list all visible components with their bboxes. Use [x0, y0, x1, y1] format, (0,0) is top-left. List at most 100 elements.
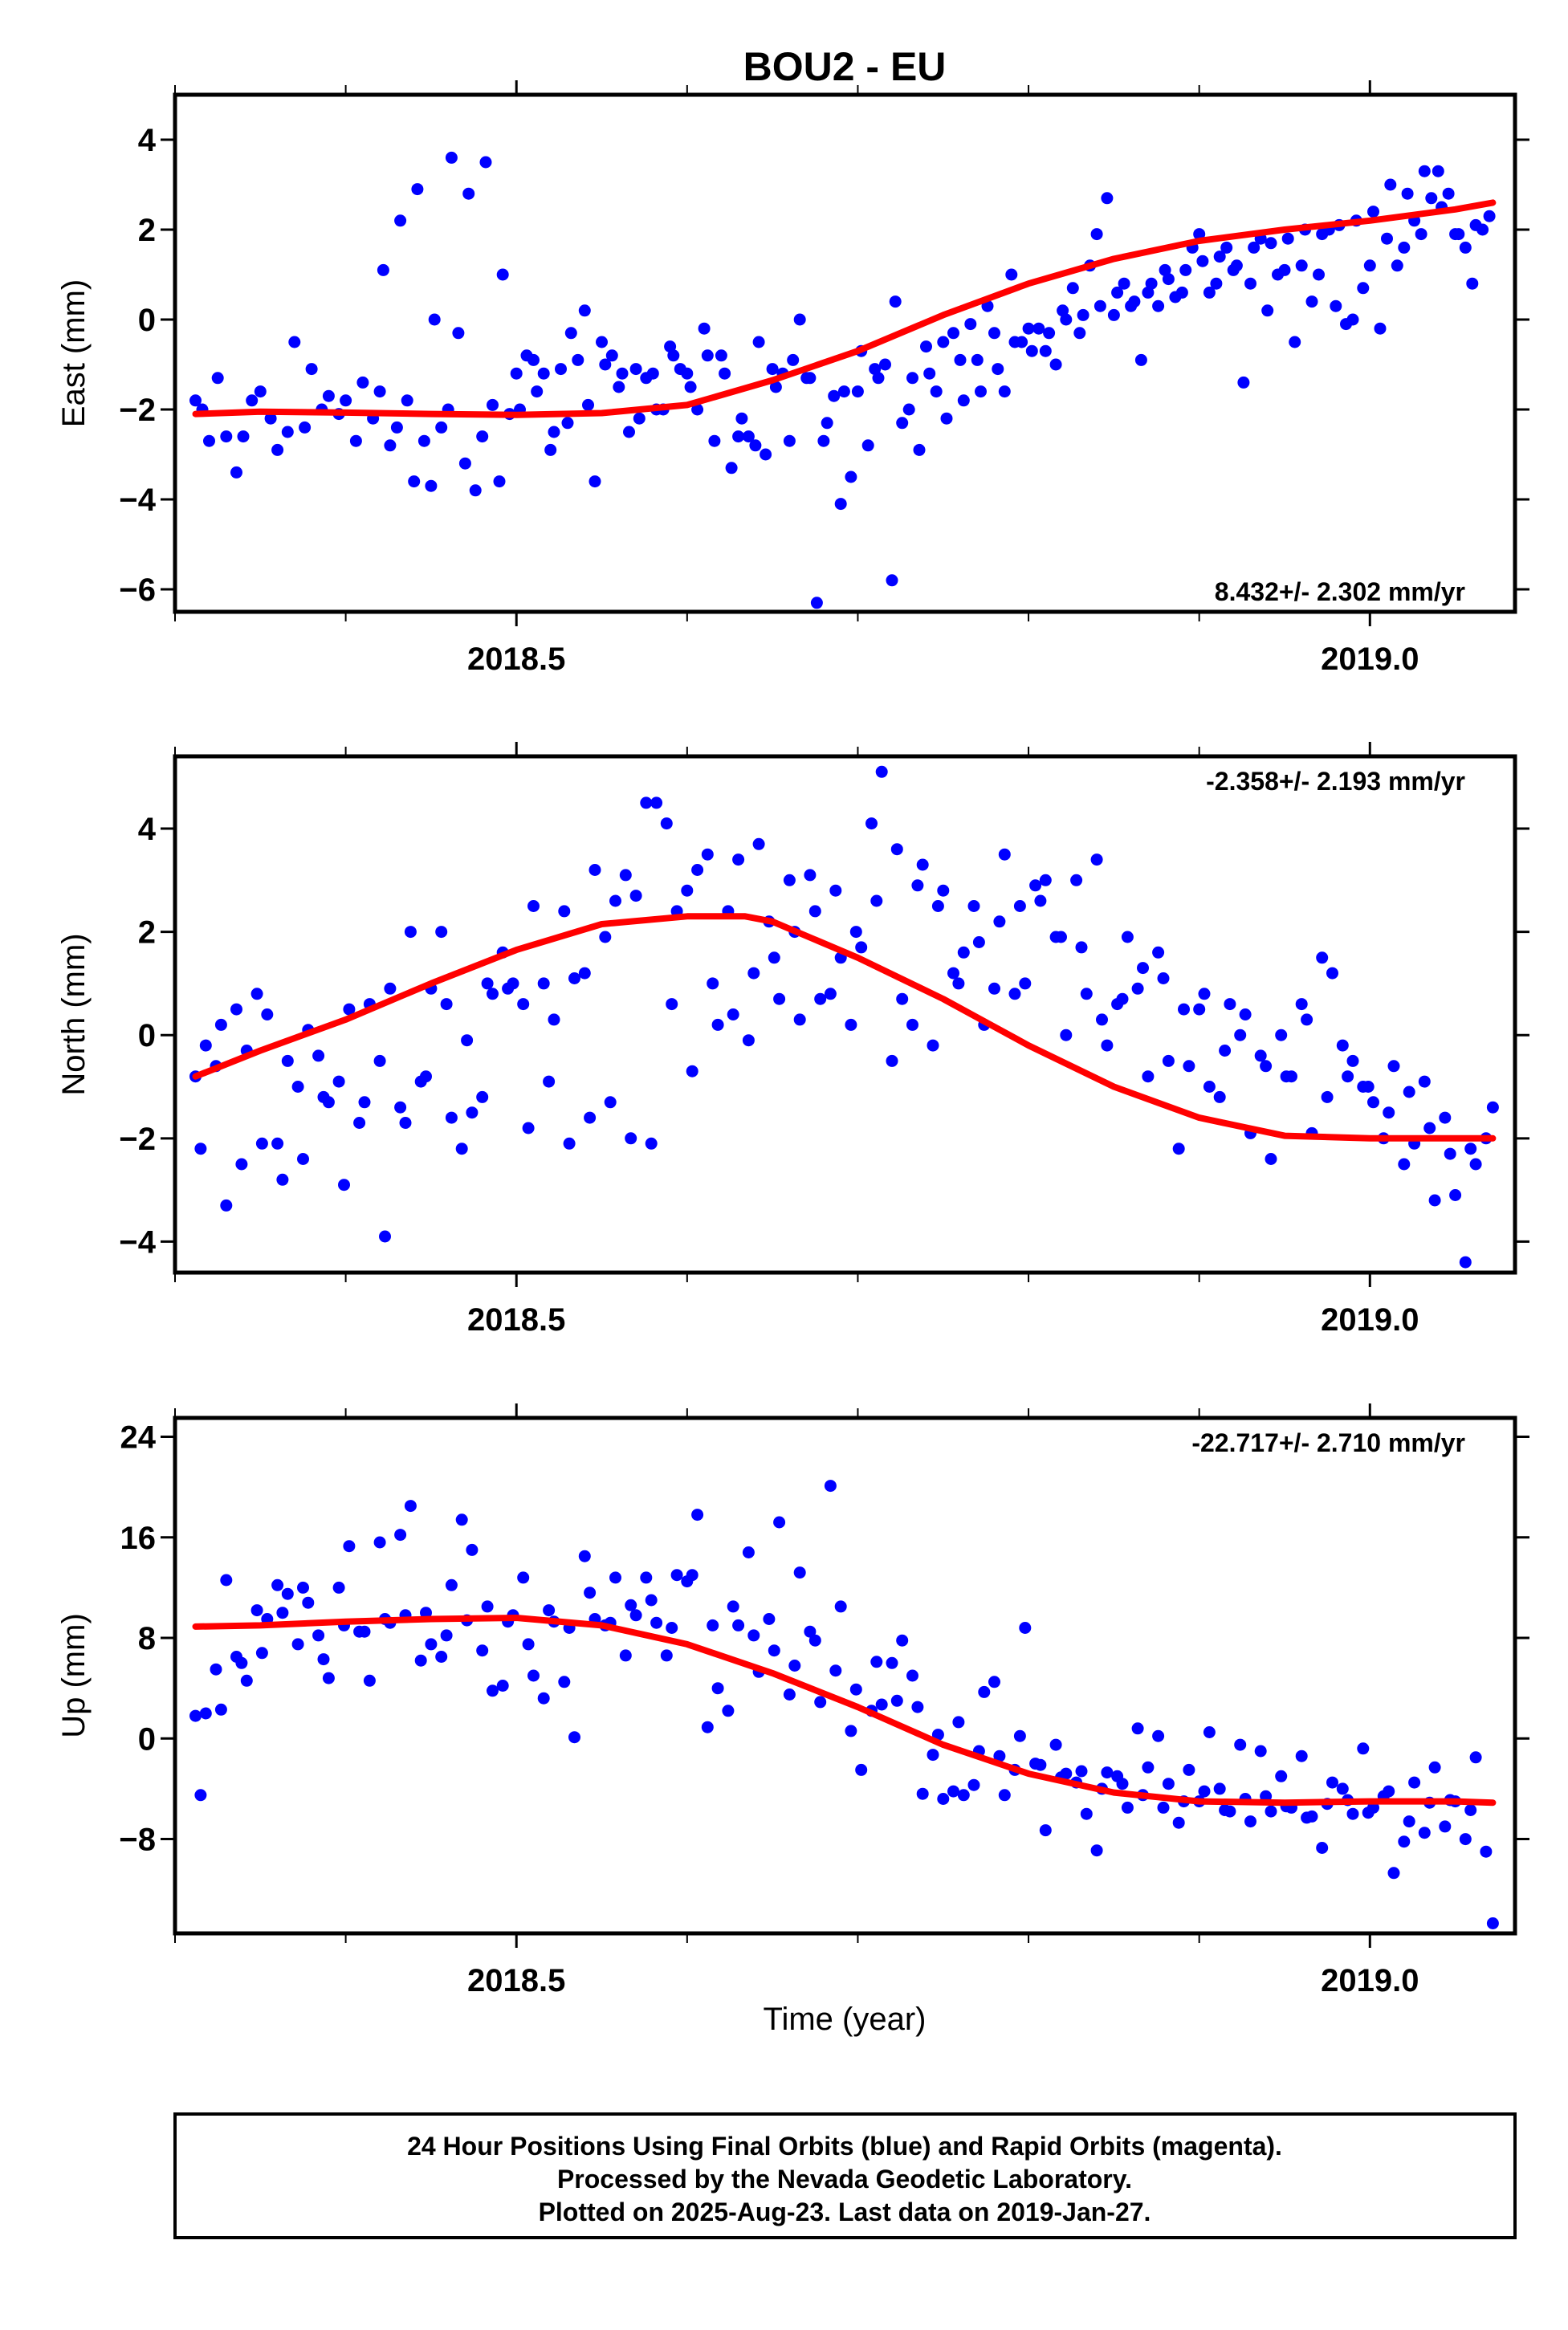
data-point — [1301, 1811, 1313, 1824]
data-point — [1387, 1867, 1400, 1880]
data-point — [271, 1578, 284, 1591]
data-point — [773, 992, 786, 1005]
data-point — [1116, 1778, 1129, 1790]
data-point — [317, 1653, 330, 1666]
data-point — [563, 1137, 576, 1150]
data-point — [855, 1763, 868, 1776]
data-point — [420, 1070, 432, 1083]
data-point — [998, 1789, 1011, 1802]
data-point — [1005, 268, 1018, 281]
data-point — [875, 1698, 888, 1711]
data-point — [1013, 900, 1026, 912]
data-point — [1107, 308, 1120, 321]
data-point — [561, 417, 574, 430]
data-point — [686, 1569, 698, 1582]
data-point — [1039, 1824, 1052, 1837]
data-point — [1281, 232, 1294, 245]
data-point — [343, 1003, 356, 1016]
data-point — [1254, 1745, 1267, 1758]
data-point — [291, 1638, 304, 1651]
data-point — [1152, 299, 1165, 312]
north-panel: 2018.5 2019.0 −4 −2 0 2 4 North (mm) -2.358+/- 2… — [56, 742, 1529, 1338]
data-point — [1275, 1029, 1288, 1041]
data-point — [1418, 1075, 1431, 1088]
data-point — [1265, 1153, 1277, 1165]
data-point — [384, 982, 397, 995]
data-point — [1101, 192, 1114, 205]
fit-curve — [192, 913, 1497, 1142]
data-point — [1316, 951, 1329, 964]
east-panel: 2018.5 2019.0 −6 −4 −2 0 2 4 East (mm) 8.432+/- 2… — [56, 80, 1529, 677]
data-point — [1183, 1763, 1195, 1776]
data-point — [264, 412, 277, 425]
data-point — [548, 1013, 560, 1026]
data-point — [481, 977, 494, 990]
data-point — [435, 926, 448, 939]
data-point — [971, 353, 984, 366]
data-point — [254, 385, 267, 398]
data-point — [1025, 344, 1038, 357]
data-point — [629, 1609, 642, 1622]
data-point — [988, 982, 1000, 995]
data-point — [445, 151, 458, 164]
figure-title: BOU2 - EU — [743, 44, 947, 89]
data-point — [230, 466, 242, 479]
data-point — [870, 1656, 883, 1668]
data-point — [742, 430, 755, 443]
plot-frame — [173, 754, 1517, 1275]
data-point — [568, 972, 580, 984]
data-point — [1157, 972, 1170, 984]
data-point — [911, 1701, 924, 1713]
data-point — [394, 1101, 407, 1114]
data-point — [194, 1789, 207, 1802]
data-point — [768, 951, 780, 964]
y-tick-label: 16 — [120, 1521, 157, 1556]
data-point — [957, 394, 970, 407]
data-point — [1254, 1049, 1267, 1062]
data-point — [589, 475, 601, 488]
data-point — [458, 457, 471, 470]
data-point — [584, 1111, 597, 1124]
data-point — [1305, 295, 1318, 308]
data-point — [476, 1644, 489, 1657]
data-point — [1157, 1801, 1170, 1814]
footer-line-2: Processed by the Nevada Geodetic Laborat… — [557, 2165, 1132, 2194]
data-point — [408, 475, 421, 488]
data-point — [916, 1787, 929, 1800]
data-point — [666, 1622, 678, 1634]
data-point — [589, 864, 601, 876]
data-point — [487, 988, 499, 1000]
data-point — [1466, 277, 1479, 290]
data-point — [1090, 1844, 1103, 1857]
data-point — [1131, 982, 1144, 995]
data-point — [572, 353, 584, 366]
data-point — [1383, 1106, 1395, 1119]
data-point — [1219, 1045, 1232, 1057]
data-point — [1162, 1778, 1175, 1790]
data-point — [312, 1629, 325, 1642]
data-point — [404, 1500, 417, 1513]
data-point — [698, 322, 711, 335]
data-point — [1408, 1776, 1421, 1789]
data-point — [578, 967, 591, 980]
data-point — [1043, 327, 1056, 340]
data-point — [1280, 1070, 1293, 1083]
data-point — [804, 869, 817, 882]
data-point — [1398, 241, 1411, 254]
data-point — [747, 1629, 760, 1642]
data-point — [1336, 1782, 1349, 1795]
data-point — [199, 1707, 212, 1720]
y-tick-label: 2 — [138, 915, 156, 951]
data-point — [1432, 165, 1444, 177]
data-point — [317, 1090, 330, 1103]
up-panel: 2018.5 2019.0 −8 0 8 16 24 Up (mm) -22.717+/- 2.… — [56, 1403, 1529, 1998]
footer-box: 24 Hour Positions Using Final Orbits (bl… — [173, 2112, 1517, 2239]
data-point — [250, 988, 263, 1000]
data-point — [913, 443, 926, 456]
data-point — [493, 475, 506, 488]
data-point — [1145, 277, 1158, 290]
data-point — [701, 349, 714, 362]
data-point — [708, 434, 721, 447]
data-point — [1398, 1835, 1411, 1848]
y-tick-label: 4 — [138, 812, 157, 847]
